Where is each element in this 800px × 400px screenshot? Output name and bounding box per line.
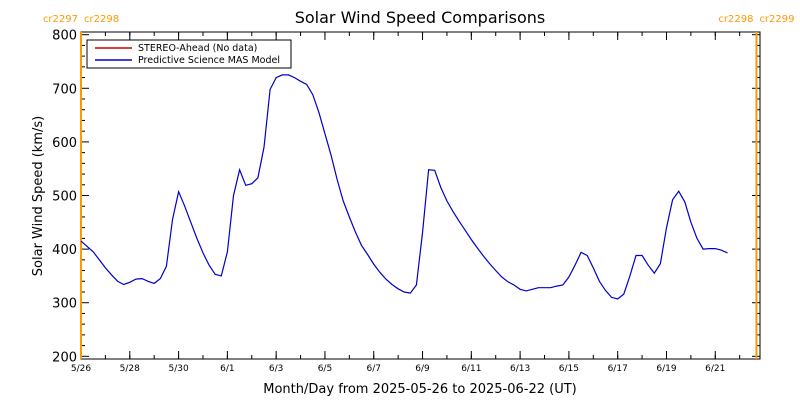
- legend: STEREO-Ahead (No data) Predictive Scienc…: [86, 39, 292, 69]
- series-lines: [80, 74, 728, 300]
- x-tick-label: 6/19: [656, 364, 676, 374]
- y-tick-label: 800: [52, 29, 77, 44]
- carrington-label-left: cr2298: [718, 14, 753, 25]
- x-tick-label: 6/3: [269, 364, 283, 374]
- x-tick-label: 6/13: [510, 364, 530, 374]
- carrington-label-right: cr2299: [759, 14, 794, 25]
- chart-title: Solar Wind Speed Comparisons: [295, 8, 546, 27]
- x-tick-label: 6/1: [220, 364, 234, 374]
- y-tick-label: 300: [52, 297, 77, 312]
- x-tick-label: 6/15: [559, 364, 579, 374]
- x-tick-label: 6/5: [318, 364, 332, 374]
- x-axis: 5/26 5/28 5/30 6/1 6/3 6/5 6/7 6/9 6/11 6/13 6/15 6…: [71, 32, 741, 374]
- y-tick-label: 500: [52, 190, 77, 205]
- x-tick-label: 5/26: [71, 364, 91, 374]
- y-axis-label: Solar Wind Speed (km/s): [31, 116, 46, 276]
- y-tick-label: 700: [52, 82, 77, 97]
- legend-label-stereo: STEREO-Ahead (No data): [138, 43, 257, 54]
- y-tick-label: 400: [52, 243, 77, 258]
- series-line-1: [80, 74, 728, 300]
- legend-box: [86, 39, 292, 69]
- x-tick-label: 5/28: [120, 364, 140, 374]
- y-tick-label: 600: [52, 136, 77, 151]
- x-tick-label: 5/30: [168, 364, 188, 374]
- y-tick-label: 200: [52, 350, 77, 365]
- legend-label-mas: Predictive Science MAS Model: [138, 55, 280, 66]
- carrington-label-right: cr2298: [84, 14, 119, 25]
- x-tick-label: 6/7: [367, 364, 381, 374]
- carrington-rotation-markers: cr2297 cr2298 cr2298 cr2299: [43, 14, 795, 359]
- y-axis: 200 300 400 500 600 700 800: [52, 29, 760, 365]
- plot-frame: [80, 31, 761, 360]
- x-tick-label: 6/11: [461, 364, 481, 374]
- x-tick-label: 6/17: [608, 364, 628, 374]
- x-tick-label: 6/9: [415, 364, 430, 374]
- x-tick-label: 6/21: [705, 364, 725, 374]
- x-axis-label: Month/Day from 2025-05-26 to 2025-06-22 …: [263, 382, 576, 397]
- carrington-label-left: cr2297: [43, 14, 78, 25]
